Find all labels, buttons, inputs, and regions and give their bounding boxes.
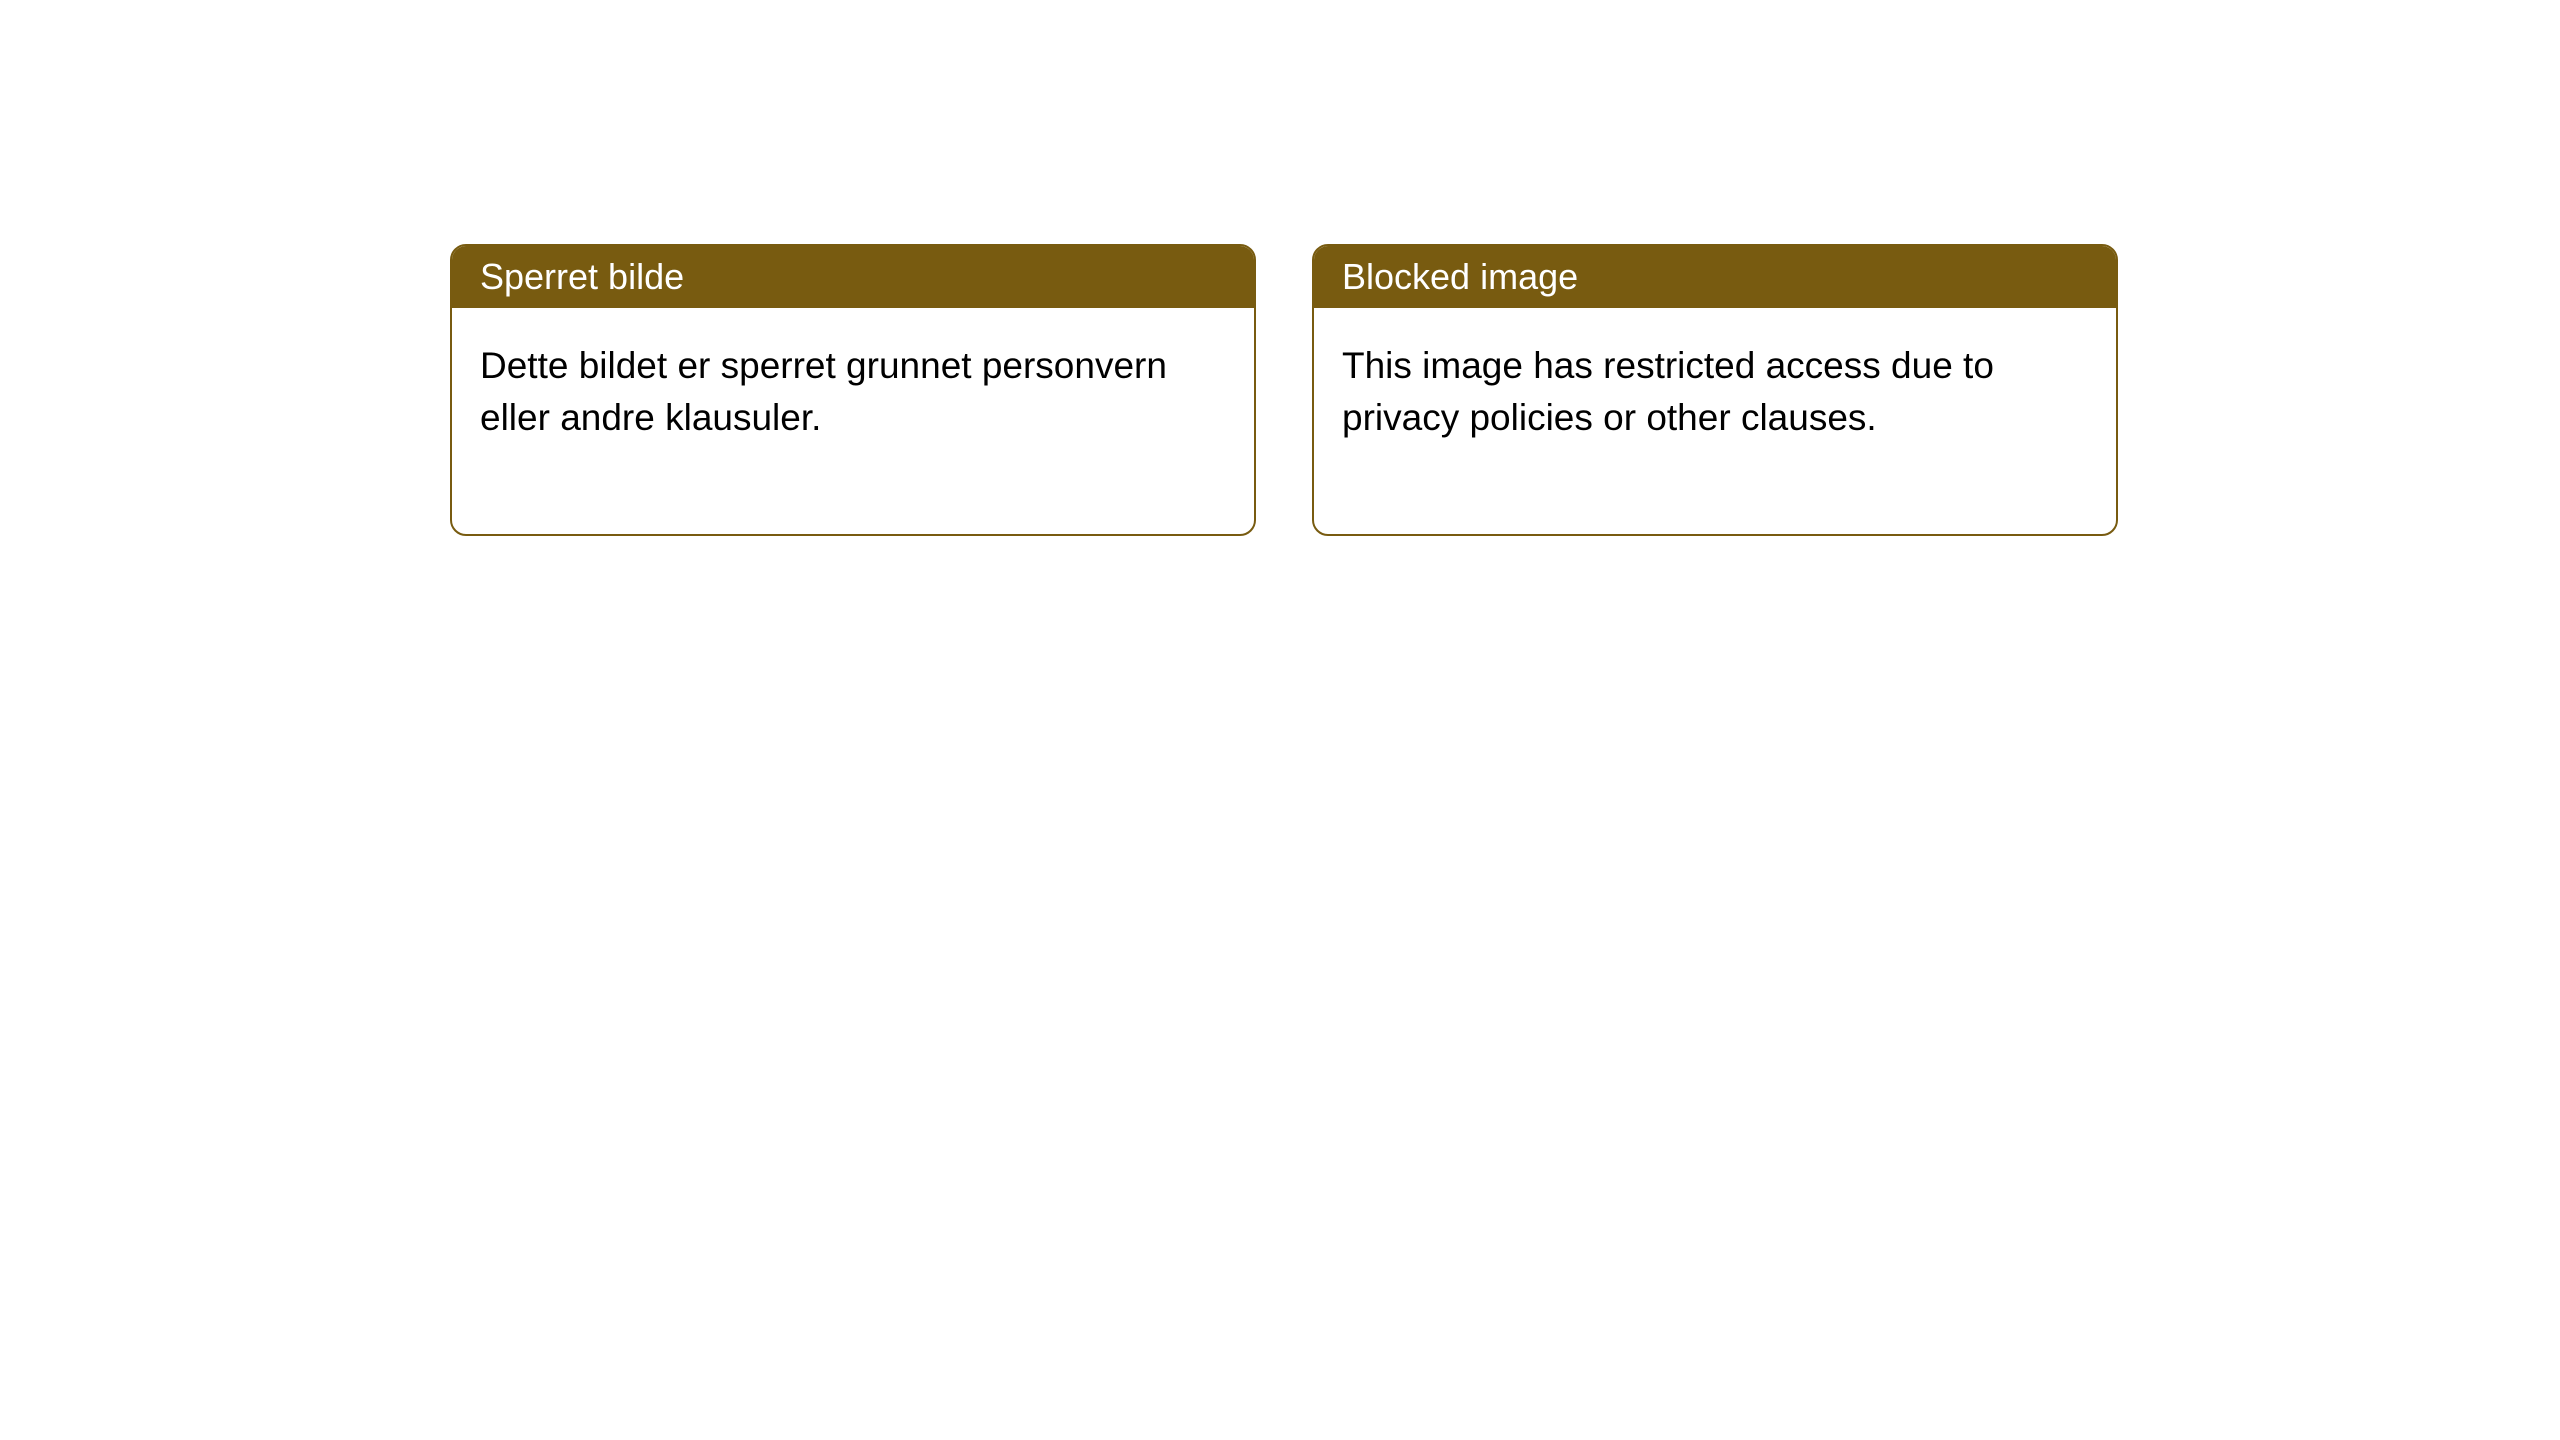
notice-body-english: This image has restricted access due to … (1314, 308, 2116, 534)
notice-title-norwegian: Sperret bilde (452, 246, 1254, 308)
notice-title-english: Blocked image (1314, 246, 2116, 308)
notice-container: Sperret bilde Dette bildet er sperret gr… (0, 0, 2560, 536)
notice-card-english: Blocked image This image has restricted … (1312, 244, 2118, 536)
notice-card-norwegian: Sperret bilde Dette bildet er sperret gr… (450, 244, 1256, 536)
notice-body-norwegian: Dette bildet er sperret grunnet personve… (452, 308, 1254, 534)
